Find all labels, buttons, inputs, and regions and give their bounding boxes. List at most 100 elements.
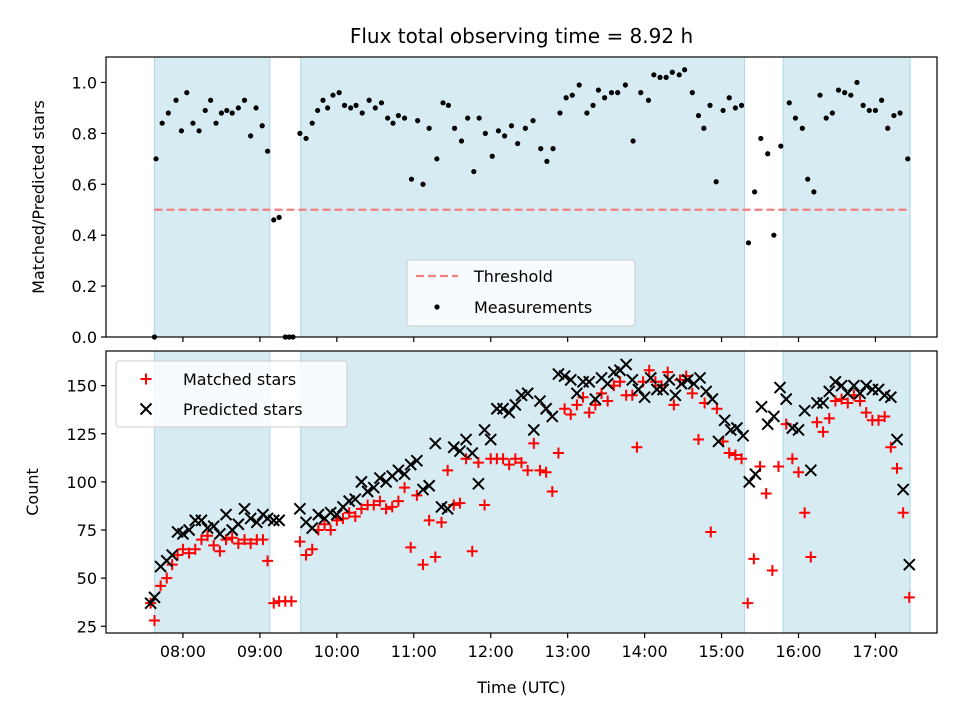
matched-star-point: [811, 416, 823, 428]
predicted-star-point: [373, 471, 387, 485]
predicted-star-point: [502, 406, 516, 419]
matched-star-point: [509, 453, 521, 465]
measurement-point: [440, 100, 446, 106]
matched-star-point: [596, 387, 608, 399]
predicted-star-point: [244, 512, 257, 525]
x-tick-label: 16:00: [775, 642, 821, 661]
matched-star-point: [772, 460, 784, 472]
measurement-point: [595, 87, 602, 93]
matched-star-point: [522, 464, 534, 476]
matched-star-point: [736, 453, 748, 465]
matched-star-point: [571, 399, 583, 411]
y-tick-label: 0.2: [72, 277, 97, 296]
predicted-star-point: [853, 387, 867, 400]
matched-star-point: [786, 453, 798, 465]
matched-star-point: [172, 549, 184, 561]
y-tick-label: 25: [77, 617, 97, 636]
measurement-point: [866, 107, 872, 114]
measurement-point: [732, 105, 739, 111]
observing-window-band: [782, 56, 911, 338]
measurement-point: [208, 97, 214, 103]
matched-star-point: [166, 559, 178, 571]
measurement-point: [885, 125, 891, 131]
observing-window-band: [153, 56, 271, 338]
measurement-point: [202, 107, 208, 114]
predicted-star-point: [250, 516, 264, 529]
predicted-star-point: [533, 394, 547, 408]
measurement-point: [366, 97, 372, 103]
measurement-point: [408, 176, 415, 182]
matched-star-point: [392, 495, 404, 507]
predicted-star-point: [890, 433, 904, 446]
matched-star-point: [195, 534, 207, 546]
predicted-star-point: [478, 423, 491, 437]
predicted-star-point: [148, 591, 161, 604]
predicted-star-point: [349, 493, 362, 506]
matched-star-point: [466, 545, 478, 557]
matched-star-point: [245, 537, 257, 549]
measurement-point: [248, 133, 254, 139]
matched-star-point: [386, 501, 398, 513]
matched-star-point: [442, 464, 454, 476]
measurement-point: [325, 105, 331, 111]
predicted-star-point: [847, 379, 861, 392]
matched-star-point: [528, 437, 540, 449]
matched-star-point: [873, 414, 885, 426]
matched-star-point: [829, 395, 841, 407]
matched-star-point: [631, 441, 643, 453]
legend-measurement-label: Measurements: [474, 298, 592, 317]
measurement-point: [752, 189, 758, 195]
y-tick-label: 0.4: [72, 226, 97, 245]
predicted-star-point: [699, 385, 713, 398]
measurement-point: [378, 100, 385, 106]
matched-star-point: [294, 536, 306, 548]
y-tick-label: 50: [77, 569, 97, 588]
matched-star-point: [285, 595, 297, 607]
predicted-star-point: [398, 467, 411, 481]
matched-star-point: [668, 399, 680, 411]
matched-star-point: [540, 466, 552, 478]
predicted-star-point: [860, 379, 873, 392]
predicted-star-point: [459, 433, 473, 446]
measurement-point: [165, 110, 171, 116]
measurement-point: [476, 115, 482, 121]
matched-star-point: [516, 457, 527, 469]
matched-star-point: [268, 597, 280, 609]
measurement-point: [434, 156, 440, 162]
measurement-point: [835, 87, 842, 93]
x-tick-label: 15:00: [699, 642, 745, 661]
matched-star-point: [411, 489, 423, 501]
measurement-point: [330, 92, 336, 98]
matched-star-point: [614, 376, 626, 388]
predicted-star-point: [755, 400, 768, 414]
matched-star-point: [497, 453, 509, 465]
measurement-point: [651, 72, 657, 78]
matched-star-point: [503, 459, 515, 471]
measurement-point: [190, 120, 196, 126]
measurement-point: [153, 156, 159, 162]
predicted-star-point: [626, 373, 639, 387]
measurement-point: [550, 146, 556, 152]
measurement-point: [707, 102, 713, 108]
legend-top: Threshold Measurements: [406, 259, 636, 327]
matched-star-point: [454, 497, 466, 509]
measurement-point: [811, 189, 817, 195]
predicted-star-point: [404, 458, 417, 471]
measurement-point: [765, 151, 771, 157]
matched-star-point: [692, 434, 704, 446]
measurement-point: [253, 105, 259, 111]
measurement-point: [879, 97, 885, 103]
predicted-star-point: [835, 379, 848, 392]
predicted-star-point: [823, 385, 836, 398]
measurement-point: [630, 138, 636, 144]
measurement-point: [848, 92, 854, 98]
measurement-point: [891, 112, 897, 119]
measurement-point: [682, 67, 688, 73]
measurement-point: [341, 102, 348, 108]
measurement-point: [353, 102, 359, 108]
predicted-star-point: [644, 371, 657, 385]
measurement-point: [415, 118, 421, 124]
measurement-point: [663, 74, 669, 80]
measurement-point: [385, 115, 391, 121]
